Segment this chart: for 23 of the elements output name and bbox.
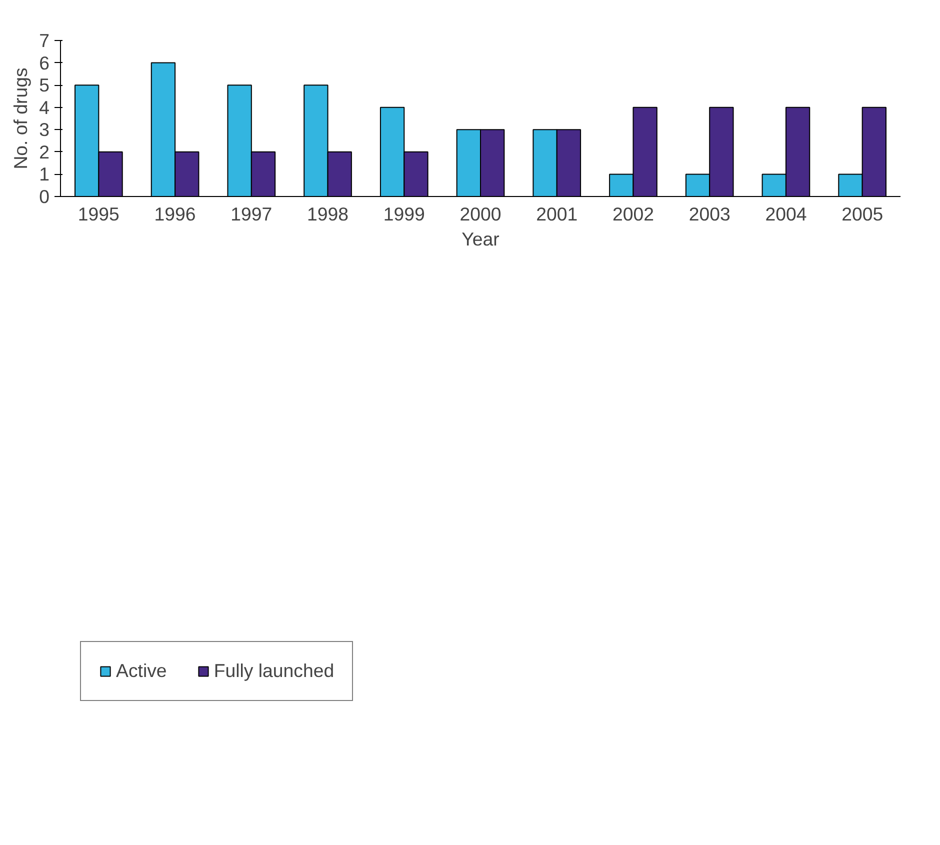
x-tick-label: 2004 [765, 204, 807, 224]
x-tick-label: 2003 [688, 204, 730, 224]
x-axis-title: Year [462, 228, 500, 250]
x-tick-label: 1998 [307, 204, 349, 224]
y-tick-label: 1 [39, 164, 50, 185]
x-tick-label: 1997 [230, 204, 272, 224]
y-tick-label: 6 [39, 52, 50, 74]
y-tick-label: 2 [39, 141, 50, 162]
x-tick-label: 1999 [383, 204, 425, 224]
y-tick-label: 3 [39, 119, 50, 140]
x-tick-label: 2002 [612, 204, 654, 224]
legend-label: Active [116, 660, 167, 682]
x-tick-label: 2001 [536, 204, 578, 224]
y-tick-label: 0 [39, 186, 50, 207]
y-tick-label: 7 [39, 30, 50, 51]
y-tick-label: 5 [39, 74, 50, 96]
legend-label: Fully launched [214, 660, 334, 682]
x-tick-label: 2005 [842, 204, 884, 224]
y-tick-label: 4 [39, 96, 50, 118]
x-tick-label: 2000 [460, 204, 502, 224]
x-tick-label: 1996 [154, 204, 196, 224]
x-tick-label: 1995 [78, 204, 120, 224]
y-axis-title: No. of drugs [10, 68, 32, 170]
